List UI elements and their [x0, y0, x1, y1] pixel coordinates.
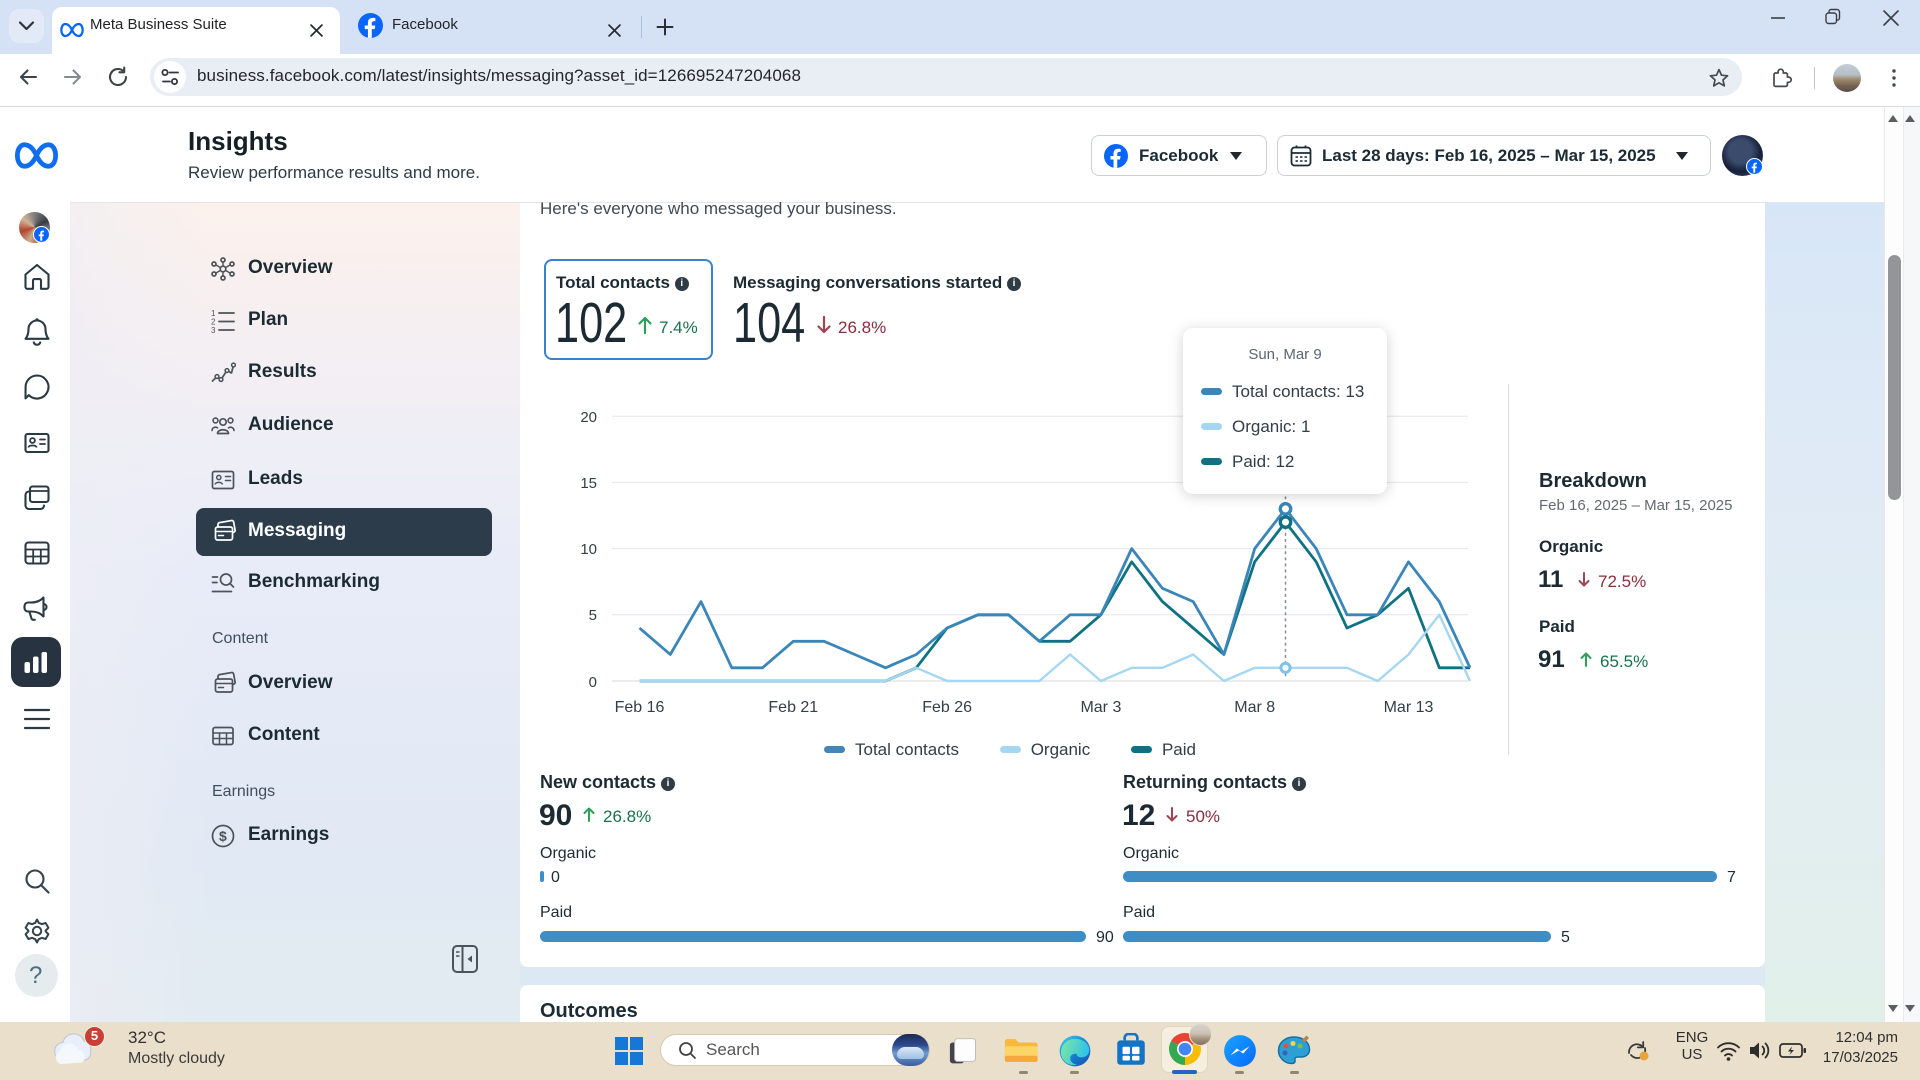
svg-text:1: 1: [211, 309, 216, 318]
svg-text:0: 0: [589, 674, 597, 691]
svg-text:Mar 8: Mar 8: [1234, 699, 1275, 716]
svg-text:15: 15: [580, 475, 597, 492]
svg-text:3: 3: [211, 326, 216, 334]
svg-text:5: 5: [589, 607, 597, 624]
svg-text:$: $: [219, 828, 227, 844]
svg-text:Feb 21: Feb 21: [768, 699, 818, 716]
svg-text:10: 10: [580, 541, 597, 558]
svg-text:Mar 13: Mar 13: [1384, 699, 1434, 716]
svg-text:2: 2: [211, 318, 216, 327]
svg-text:Feb 16: Feb 16: [615, 699, 665, 716]
svg-text:20: 20: [580, 409, 597, 426]
svg-text:Mar 3: Mar 3: [1080, 699, 1121, 716]
svg-text:Feb 26: Feb 26: [922, 699, 972, 716]
